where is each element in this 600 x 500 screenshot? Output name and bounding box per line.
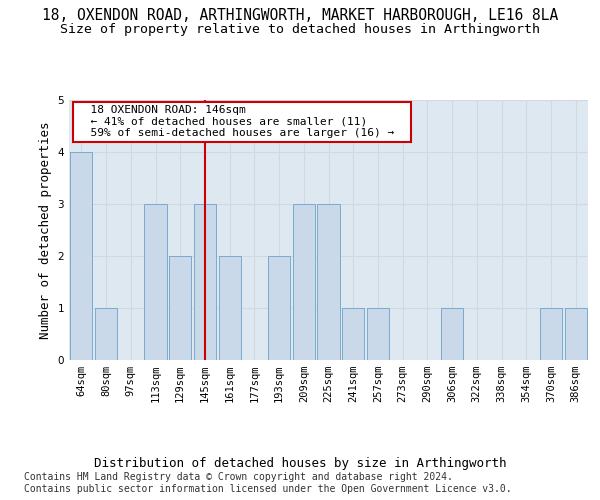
- Text: Size of property relative to detached houses in Arthingworth: Size of property relative to detached ho…: [60, 22, 540, 36]
- Bar: [169, 256, 191, 360]
- Bar: [145, 204, 167, 360]
- Bar: [367, 308, 389, 360]
- Y-axis label: Number of detached properties: Number of detached properties: [39, 121, 52, 339]
- Text: Distribution of detached houses by size in Arthingworth: Distribution of detached houses by size …: [94, 458, 506, 470]
- Text: Contains HM Land Registry data © Crown copyright and database right 2024.
Contai: Contains HM Land Registry data © Crown c…: [24, 472, 512, 494]
- Bar: [317, 204, 340, 360]
- Text: 18 OXENDON ROAD: 146sqm  
  ← 41% of detached houses are smaller (11)  
  59% of: 18 OXENDON ROAD: 146sqm ← 41% of detache…: [77, 105, 407, 138]
- Bar: [441, 308, 463, 360]
- Bar: [565, 308, 587, 360]
- Bar: [70, 152, 92, 360]
- Bar: [218, 256, 241, 360]
- Bar: [293, 204, 315, 360]
- Bar: [342, 308, 364, 360]
- Bar: [95, 308, 117, 360]
- Bar: [268, 256, 290, 360]
- Bar: [540, 308, 562, 360]
- Bar: [194, 204, 216, 360]
- Text: 18, OXENDON ROAD, ARTHINGWORTH, MARKET HARBOROUGH, LE16 8LA: 18, OXENDON ROAD, ARTHINGWORTH, MARKET H…: [42, 8, 558, 22]
